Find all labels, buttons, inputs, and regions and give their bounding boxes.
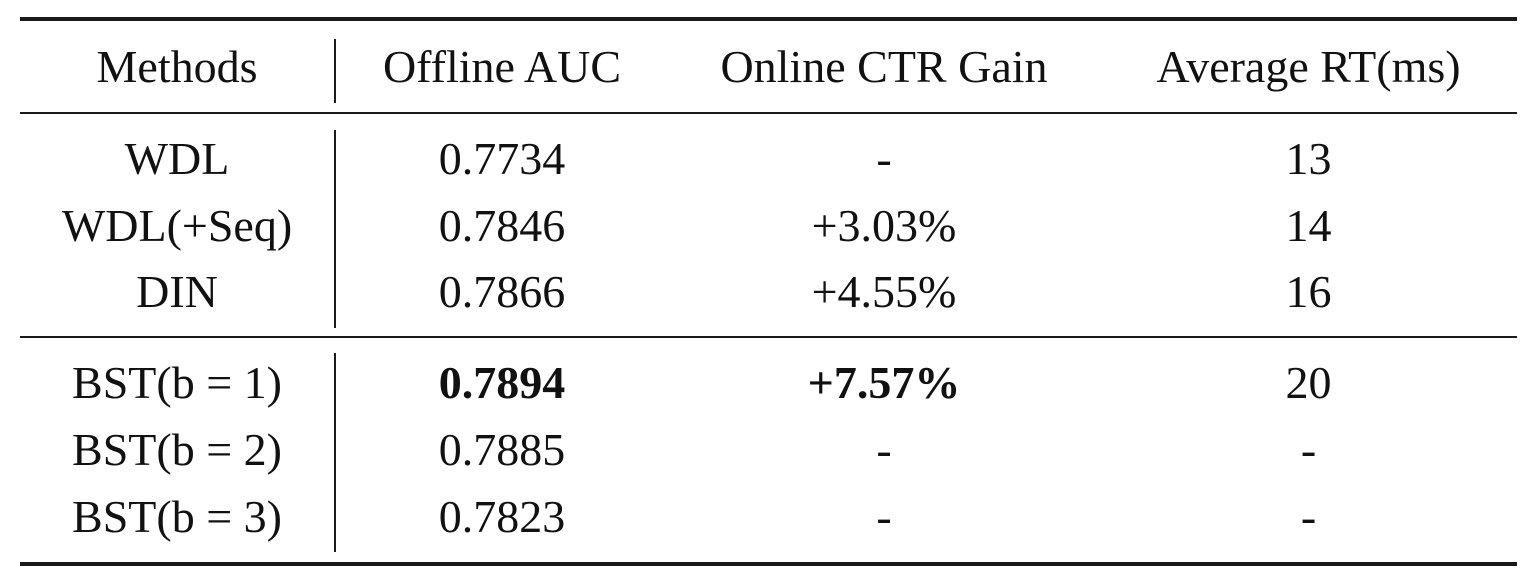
row-method: BST(b = 2) <box>72 424 282 475</box>
header-rule <box>20 112 1517 114</box>
row-online-ctr-gain: - <box>876 424 892 475</box>
row-average-rt: - <box>1300 491 1317 542</box>
row-online-ctr-gain: - <box>876 491 892 542</box>
row-offline-auc: 0.7885 <box>438 424 566 475</box>
header-offline-auc: Offline AUC <box>382 41 622 92</box>
row-offline-auc: 0.7823 <box>438 491 566 542</box>
header-average-rt: Average RT(ms) <box>1156 41 1461 92</box>
row-method: WDL <box>124 133 230 184</box>
row-average-rt: 14 <box>1285 200 1332 251</box>
row-online-ctr-gain-best: +7.57% <box>807 357 961 408</box>
row-offline-auc: 0.7734 <box>438 133 566 184</box>
row-average-rt: 13 <box>1285 133 1332 184</box>
top-rule <box>20 17 1517 21</box>
row-online-ctr-gain: - <box>876 133 892 184</box>
row-method: BST(b = 1) <box>72 357 282 408</box>
row-method: WDL(+Seq) <box>61 200 293 251</box>
column-separator <box>334 39 336 103</box>
row-online-ctr-gain: +4.55% <box>811 266 957 317</box>
row-method: DIN <box>136 266 218 317</box>
bottom-rule <box>20 562 1517 566</box>
column-separator <box>334 130 336 328</box>
row-method: BST(b = 3) <box>72 491 282 542</box>
row-average-rt: 16 <box>1285 266 1332 317</box>
row-average-rt: - <box>1300 424 1317 475</box>
row-offline-auc-best: 0.7894 <box>438 357 566 408</box>
header-online-ctr-gain: Online CTR Gain <box>720 41 1048 92</box>
group-rule <box>20 336 1517 338</box>
header-methods: Methods <box>96 41 258 92</box>
row-offline-auc: 0.7846 <box>438 200 566 251</box>
row-offline-auc: 0.7866 <box>438 266 566 317</box>
row-online-ctr-gain: +3.03% <box>811 200 957 251</box>
column-separator <box>334 353 336 552</box>
row-average-rt: 20 <box>1285 357 1332 408</box>
